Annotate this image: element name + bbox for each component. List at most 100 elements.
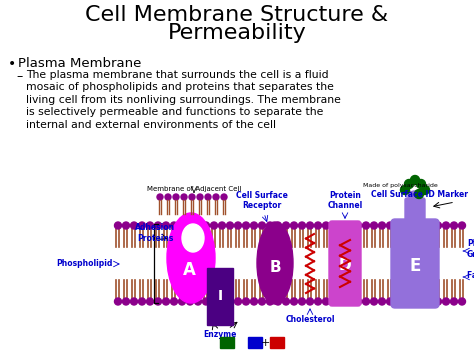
Circle shape <box>197 194 203 200</box>
Text: Cholesterol: Cholesterol <box>285 315 335 324</box>
Circle shape <box>417 180 426 189</box>
Circle shape <box>146 298 154 305</box>
Circle shape <box>266 222 273 229</box>
Circle shape <box>202 222 210 229</box>
Circle shape <box>307 298 313 305</box>
Circle shape <box>322 298 329 305</box>
Circle shape <box>410 222 418 229</box>
Circle shape <box>186 298 193 305</box>
Text: +: + <box>260 338 270 348</box>
Text: Phospholipid: Phospholipid <box>56 260 113 268</box>
Circle shape <box>435 298 441 305</box>
Circle shape <box>386 298 393 305</box>
Circle shape <box>299 298 306 305</box>
Circle shape <box>458 298 465 305</box>
Text: Phosphate
Group: Phosphate Group <box>467 239 474 259</box>
Ellipse shape <box>257 222 293 304</box>
Circle shape <box>394 298 401 305</box>
Circle shape <box>283 222 290 229</box>
Circle shape <box>258 222 265 229</box>
Text: Enzyme: Enzyme <box>203 330 237 339</box>
Circle shape <box>250 298 257 305</box>
Circle shape <box>130 298 137 305</box>
Circle shape <box>299 222 306 229</box>
Circle shape <box>227 222 234 229</box>
FancyBboxPatch shape <box>329 221 361 306</box>
Circle shape <box>122 298 129 305</box>
Circle shape <box>274 222 282 229</box>
FancyBboxPatch shape <box>391 219 439 308</box>
Text: Cell Surface
Receptor: Cell Surface Receptor <box>236 191 288 210</box>
Ellipse shape <box>408 191 422 201</box>
Circle shape <box>171 298 177 305</box>
Circle shape <box>163 298 170 305</box>
Circle shape <box>205 194 211 200</box>
Circle shape <box>186 222 193 229</box>
Circle shape <box>355 222 362 229</box>
Text: A: A <box>182 261 195 279</box>
Text: Cell Surface ID Marker: Cell Surface ID Marker <box>371 190 468 199</box>
Bar <box>220 337 234 348</box>
Text: E: E <box>410 257 421 275</box>
Circle shape <box>404 180 413 189</box>
Circle shape <box>291 222 298 229</box>
Circle shape <box>163 222 170 229</box>
Circle shape <box>165 194 171 200</box>
Circle shape <box>346 298 354 305</box>
Circle shape <box>146 222 154 229</box>
Circle shape <box>194 222 201 229</box>
Circle shape <box>235 298 241 305</box>
Text: Fatty Acids: Fatty Acids <box>467 271 474 279</box>
Text: B: B <box>269 261 281 275</box>
Circle shape <box>138 298 146 305</box>
Circle shape <box>138 222 146 229</box>
Circle shape <box>322 222 329 229</box>
Ellipse shape <box>167 213 215 303</box>
Circle shape <box>427 222 434 229</box>
Circle shape <box>386 222 393 229</box>
Circle shape <box>122 222 129 229</box>
Circle shape <box>155 222 162 229</box>
Circle shape <box>179 222 185 229</box>
Circle shape <box>427 298 434 305</box>
Circle shape <box>443 298 449 305</box>
Circle shape <box>157 194 163 200</box>
Text: •: • <box>8 57 16 71</box>
Text: Permeability: Permeability <box>168 23 306 43</box>
Circle shape <box>379 298 385 305</box>
Circle shape <box>213 194 219 200</box>
Circle shape <box>283 298 290 305</box>
Circle shape <box>346 222 354 229</box>
Circle shape <box>363 222 370 229</box>
Text: Protein
Channel: Protein Channel <box>328 191 363 210</box>
Circle shape <box>115 222 121 229</box>
Circle shape <box>194 298 201 305</box>
Text: Cell Membrane Structure &: Cell Membrane Structure & <box>85 5 389 25</box>
Circle shape <box>410 298 418 305</box>
Circle shape <box>330 298 337 305</box>
Circle shape <box>173 194 179 200</box>
Circle shape <box>420 186 429 195</box>
Circle shape <box>401 186 410 195</box>
Circle shape <box>189 194 195 200</box>
Text: –: – <box>16 70 22 83</box>
Text: The plasma membrane that surrounds the cell is a fluid
mosaic of phospholipids a: The plasma membrane that surrounds the c… <box>26 70 341 130</box>
Circle shape <box>221 194 227 200</box>
Bar <box>270 337 284 348</box>
Circle shape <box>414 190 423 198</box>
Circle shape <box>155 298 162 305</box>
Circle shape <box>355 298 362 305</box>
Circle shape <box>443 222 449 229</box>
Circle shape <box>371 222 377 229</box>
Circle shape <box>363 298 370 305</box>
FancyBboxPatch shape <box>405 198 425 224</box>
Circle shape <box>219 298 226 305</box>
Text: Made of polysaccharide: Made of polysaccharide <box>363 183 438 188</box>
Circle shape <box>402 298 410 305</box>
Circle shape <box>210 222 218 229</box>
Circle shape <box>402 222 410 229</box>
Circle shape <box>450 298 457 305</box>
Circle shape <box>307 222 313 229</box>
Circle shape <box>379 222 385 229</box>
Text: Adhesion
Proteins: Adhesion Proteins <box>135 223 175 243</box>
